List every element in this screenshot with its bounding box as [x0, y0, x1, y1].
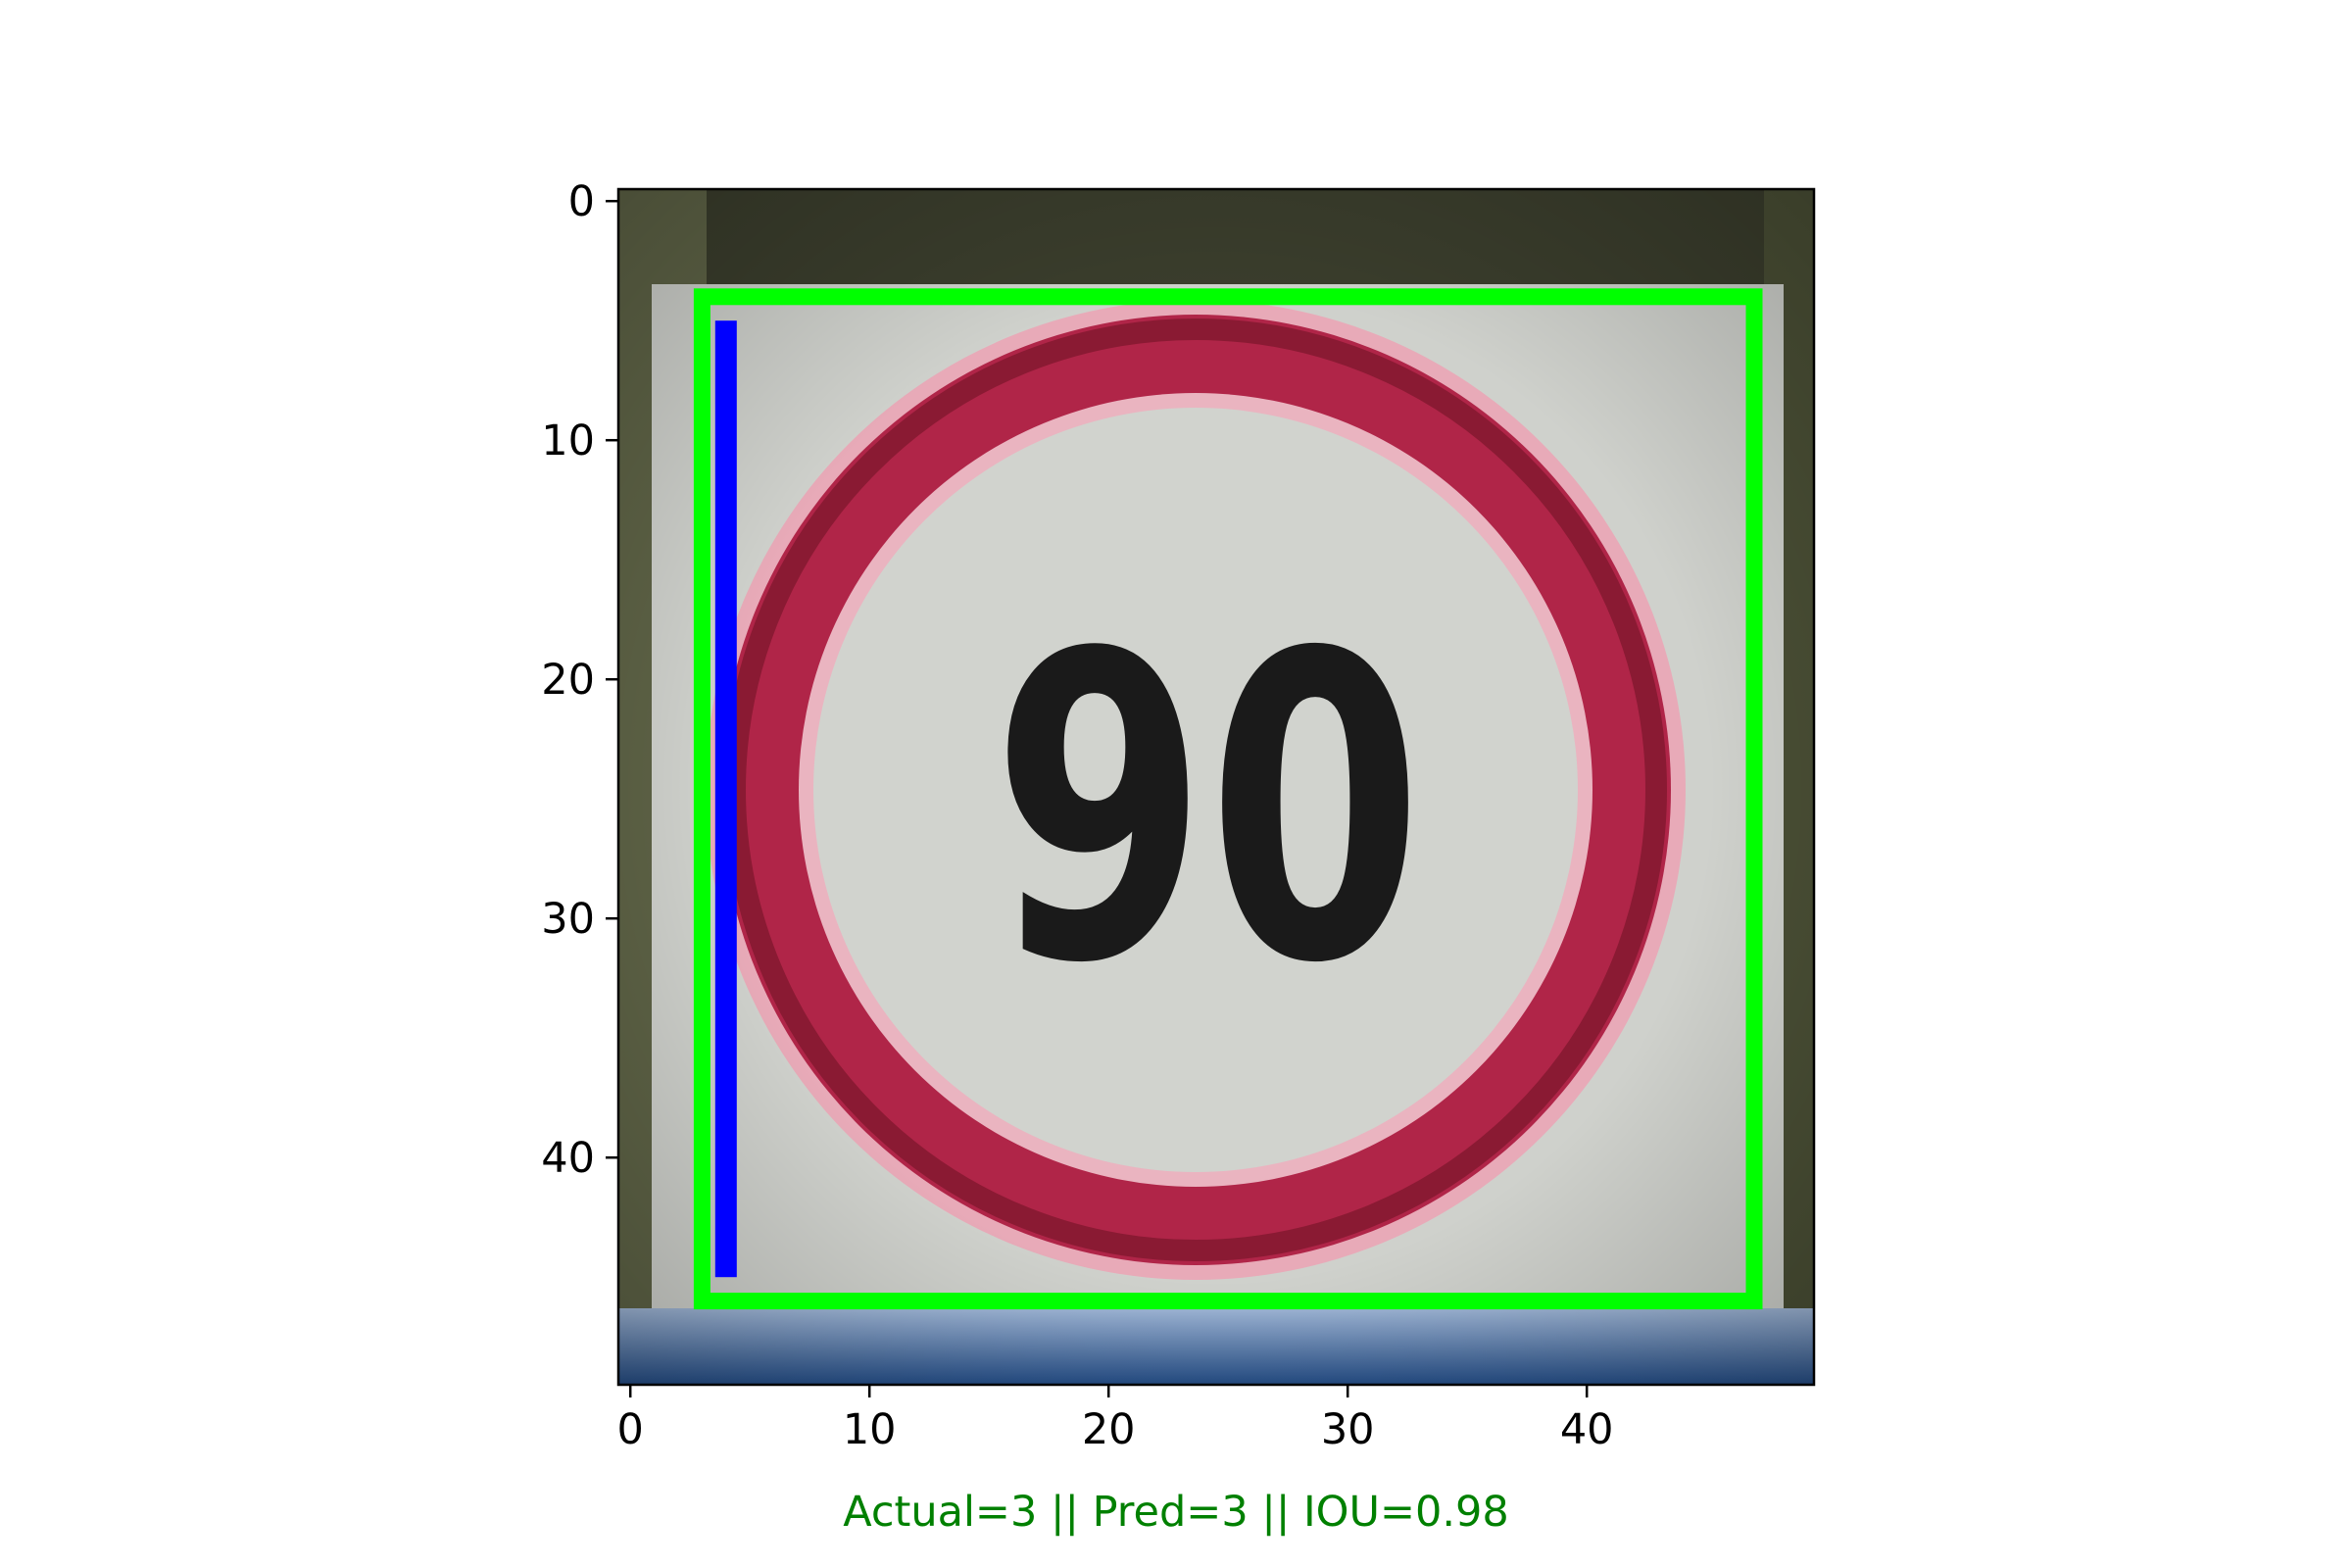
x-tick-label: 10	[843, 1405, 897, 1454]
y-tick-label: 30	[541, 895, 595, 944]
photo-vignette	[618, 189, 1814, 1385]
y-tick-label: 20	[541, 656, 595, 705]
ground-truth-box	[693, 288, 1763, 1310]
y-tick-label: 40	[541, 1134, 595, 1183]
y-tick-label: 0	[568, 177, 595, 226]
axes-frame	[616, 187, 1816, 1387]
x-axis: 0 10 20 30 40	[617, 1385, 1614, 1454]
y-axis: 0 10 20 30 40	[541, 177, 618, 1183]
predicted-box	[714, 320, 737, 1278]
sign-photo: 90	[618, 189, 1814, 1385]
x-tick-label: 0	[617, 1405, 644, 1454]
x-tick-label: 30	[1321, 1405, 1375, 1454]
result-caption: Actual=3 || Pred=3 || IOU=0.98	[843, 1488, 1509, 1537]
x-tick-label: 20	[1082, 1405, 1136, 1454]
y-tick-label: 10	[541, 416, 595, 466]
x-tick-label: 40	[1560, 1405, 1614, 1454]
